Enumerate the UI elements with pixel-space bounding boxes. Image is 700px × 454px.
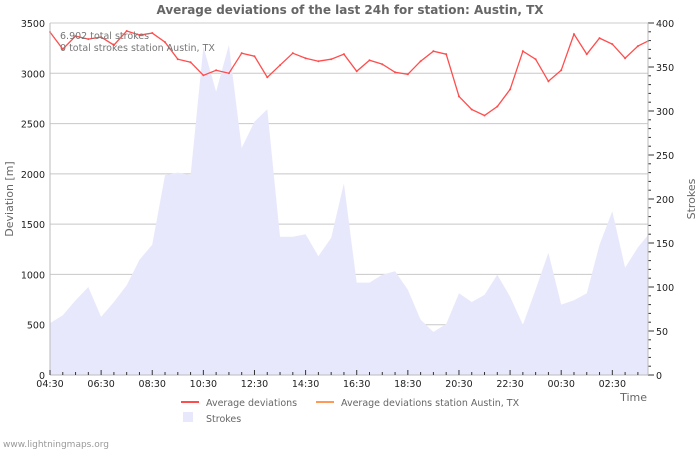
y-tick-label: 1500 xyxy=(21,220,45,231)
x-tick-label: 22:30 xyxy=(496,379,523,390)
avg-deviation-point xyxy=(406,73,409,76)
y2-tick-label: 250 xyxy=(656,151,674,162)
y2-axis-label: Strokes xyxy=(685,178,698,219)
avg-deviation-point xyxy=(151,32,154,35)
avg-deviation-point xyxy=(100,36,103,39)
avg-deviation-point xyxy=(317,60,320,63)
avg-deviation-point xyxy=(381,63,384,66)
footer-link[interactable]: www.lightningmaps.org xyxy=(3,440,109,450)
avg-deviation-point xyxy=(355,70,358,73)
y2-tick-label: 0 xyxy=(656,371,662,382)
legend-swatch-strokes xyxy=(183,412,193,422)
y-tick-label: 0 xyxy=(39,371,45,382)
y2-tick-label: 150 xyxy=(656,239,674,250)
strokes-area xyxy=(50,45,648,375)
avg-deviation-point xyxy=(112,44,115,47)
avg-deviation-point xyxy=(279,64,282,67)
avg-deviation-point xyxy=(202,74,205,77)
y-tick-label: 500 xyxy=(27,321,45,332)
x-tick-label: 04:30 xyxy=(36,379,63,390)
x-tick-label: 14:30 xyxy=(292,379,319,390)
avg-deviation-point xyxy=(457,95,460,98)
avg-deviation-point xyxy=(624,57,627,60)
avg-deviation-point xyxy=(636,45,639,48)
y-tick-label: 2000 xyxy=(21,170,45,181)
x-tick-label: 02:30 xyxy=(599,379,626,390)
y2-tick-label: 50 xyxy=(656,327,668,338)
chart-title: Average deviations of the last 24h for s… xyxy=(156,3,544,17)
avg-deviation-point xyxy=(572,33,575,36)
avg-deviation-point xyxy=(521,50,524,53)
avg-deviation-point xyxy=(330,58,333,61)
x-tick-label: 18:30 xyxy=(394,379,421,390)
y2-tick-label: 200 xyxy=(656,195,674,206)
x-tick-label: 20:30 xyxy=(445,379,472,390)
y2-tick-label: 400 xyxy=(656,19,674,30)
x-tick-label: 06:30 xyxy=(87,379,114,390)
avg-deviation-point xyxy=(560,69,563,72)
x-tick-label: 00:30 xyxy=(548,379,575,390)
avg-deviation-point xyxy=(534,58,537,61)
avg-deviation-point xyxy=(496,105,499,108)
avg-deviation-point xyxy=(87,38,90,41)
x-axis-label: Time xyxy=(619,391,647,404)
avg-deviation-point xyxy=(61,48,64,51)
legend-label-avg-deviations: Average deviations xyxy=(206,398,297,409)
avg-deviation-line xyxy=(49,30,649,117)
annotation-total-strokes: 6.902 total strokes xyxy=(60,31,149,42)
annotation-station-strokes: 0 total strokes station Austin, TX xyxy=(60,43,215,54)
avg-deviation-point xyxy=(342,53,345,56)
y-tick-label: 3500 xyxy=(21,19,45,30)
avg-deviation-point xyxy=(394,71,397,74)
avg-deviation-point xyxy=(215,69,218,72)
avg-deviation-point xyxy=(189,61,192,64)
avg-deviation-point xyxy=(483,114,486,117)
x-tick-label: 12:30 xyxy=(241,379,268,390)
y2-tick-label: 350 xyxy=(656,63,674,74)
avg-deviation-point xyxy=(125,30,128,33)
avg-deviation-point xyxy=(266,76,269,79)
avg-deviation-point xyxy=(253,55,256,58)
legend-label-strokes: Strokes xyxy=(206,414,241,425)
avg-deviation-point xyxy=(432,50,435,53)
y-tick-label: 1000 xyxy=(21,270,45,281)
y-tick-label: 3000 xyxy=(21,69,45,80)
avg-deviation-point xyxy=(240,52,243,55)
avg-deviation-point xyxy=(445,53,448,56)
avg-deviation-point xyxy=(138,34,141,37)
x-tick-label: 08:30 xyxy=(139,379,166,390)
avg-deviation-point xyxy=(74,35,77,38)
avg-deviation-point xyxy=(176,58,179,61)
avg-deviation-point xyxy=(164,41,167,44)
avg-deviation-point xyxy=(611,43,614,46)
avg-deviation-point xyxy=(368,59,371,62)
y-tick-label: 2500 xyxy=(21,120,45,131)
x-tick-label: 10:30 xyxy=(190,379,217,390)
y2-tick-label: 100 xyxy=(656,283,674,294)
y-axis-label: Deviation [m] xyxy=(3,161,16,236)
avg-deviation-point xyxy=(470,108,473,111)
avg-deviation-point xyxy=(227,72,230,75)
legend-label-avg-deviations-station: Average deviations station Austin, TX xyxy=(341,398,520,409)
avg-deviation-point xyxy=(304,57,307,60)
avg-deviation-point xyxy=(509,88,512,91)
avg-deviation-point xyxy=(598,37,601,40)
x-tick-label: 16:30 xyxy=(343,379,370,390)
legend: Average deviations Average deviations st… xyxy=(181,398,520,425)
y2-tick-label: 300 xyxy=(656,107,674,118)
avg-deviation-point xyxy=(291,52,294,55)
avg-deviation-point xyxy=(547,80,550,83)
avg-deviation-point xyxy=(419,60,422,63)
avg-deviation-point xyxy=(585,53,588,56)
